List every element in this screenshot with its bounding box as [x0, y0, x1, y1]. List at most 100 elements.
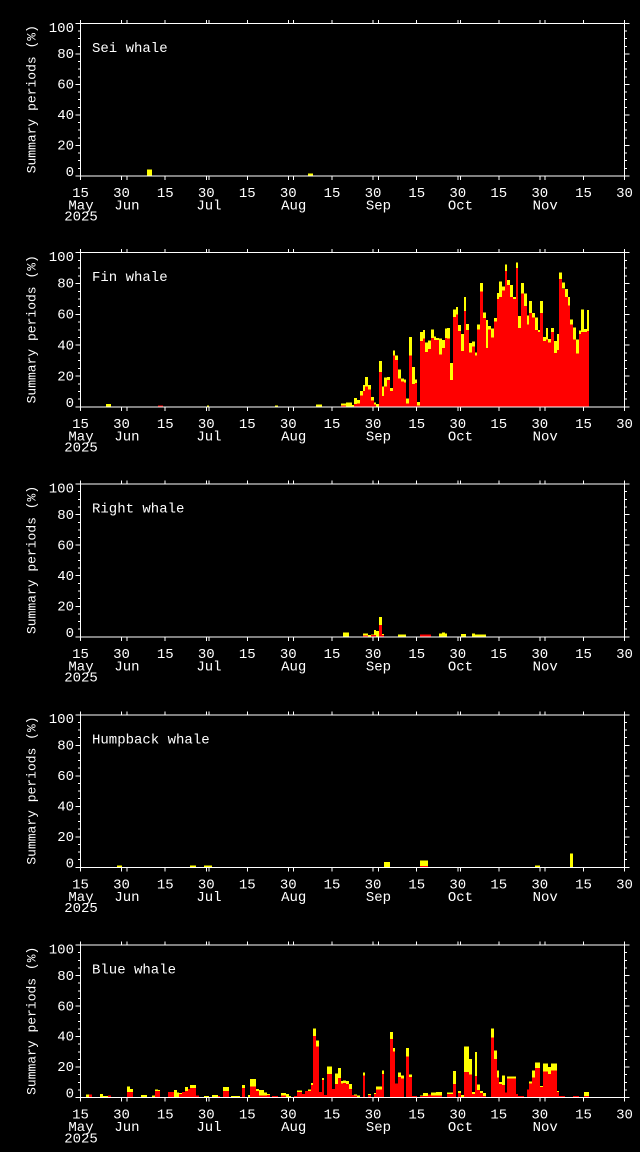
svg-text:0: 0	[66, 165, 74, 181]
svg-text:Nov: Nov	[533, 429, 558, 445]
svg-text:15: 15	[157, 417, 174, 433]
svg-text:Jul: Jul	[196, 659, 221, 675]
svg-text:Jun: Jun	[114, 429, 139, 445]
svg-text:Nov: Nov	[533, 1120, 558, 1136]
svg-text:Summary periods (%): Summary periods (%)	[25, 716, 40, 864]
svg-text:30: 30	[531, 647, 548, 663]
svg-text:30: 30	[113, 647, 130, 663]
svg-text:15: 15	[324, 186, 341, 202]
svg-text:30: 30	[616, 1108, 633, 1124]
svg-text:Oct: Oct	[448, 198, 473, 214]
svg-text:15: 15	[239, 186, 256, 202]
svg-text:30: 30	[280, 647, 297, 663]
svg-text:20: 20	[57, 369, 74, 385]
svg-text:30: 30	[280, 186, 297, 202]
svg-text:2025: 2025	[64, 210, 98, 226]
svg-text:Oct: Oct	[448, 429, 473, 445]
svg-text:15: 15	[490, 647, 507, 663]
svg-text:30: 30	[616, 647, 633, 663]
svg-text:Sep: Sep	[366, 659, 391, 675]
svg-text:30: 30	[280, 1108, 297, 1124]
svg-text:30: 30	[531, 417, 548, 433]
svg-text:20: 20	[57, 830, 74, 846]
svg-text:20: 20	[57, 1060, 74, 1076]
svg-text:80: 80	[57, 277, 74, 293]
svg-text:100: 100	[49, 943, 74, 959]
svg-text:80: 80	[57, 508, 74, 524]
svg-text:Jun: Jun	[114, 659, 139, 675]
svg-text:30: 30	[616, 417, 633, 433]
svg-text:Nov: Nov	[533, 198, 558, 214]
svg-text:Nov: Nov	[533, 890, 558, 906]
svg-text:40: 40	[57, 108, 74, 124]
svg-text:60: 60	[57, 308, 74, 324]
svg-text:0: 0	[66, 396, 74, 412]
svg-text:80: 80	[57, 47, 74, 63]
svg-text:0: 0	[66, 1087, 74, 1103]
svg-text:30: 30	[198, 1108, 215, 1124]
svg-text:0: 0	[66, 857, 74, 873]
svg-text:15: 15	[239, 1108, 256, 1124]
svg-text:2025: 2025	[64, 1131, 98, 1147]
svg-text:Oct: Oct	[448, 659, 473, 675]
svg-text:Fin whale: Fin whale	[92, 270, 168, 286]
svg-text:30: 30	[280, 417, 297, 433]
svg-text:30: 30	[531, 186, 548, 202]
svg-text:15: 15	[408, 186, 425, 202]
svg-text:Blue whale: Blue whale	[92, 963, 176, 979]
svg-text:30: 30	[365, 647, 382, 663]
svg-text:15: 15	[72, 186, 89, 202]
svg-text:15: 15	[239, 417, 256, 433]
svg-text:30: 30	[198, 647, 215, 663]
svg-text:100: 100	[49, 250, 74, 266]
svg-text:May: May	[68, 198, 93, 214]
svg-text:15: 15	[239, 647, 256, 663]
svg-text:15: 15	[72, 1108, 89, 1124]
svg-text:Right whale: Right whale	[92, 502, 184, 518]
svg-text:Aug: Aug	[281, 429, 306, 445]
svg-text:Jul: Jul	[196, 198, 221, 214]
svg-text:2025: 2025	[64, 441, 98, 457]
svg-text:15: 15	[490, 186, 507, 202]
svg-text:May: May	[68, 659, 93, 675]
svg-text:15: 15	[72, 647, 89, 663]
svg-text:15: 15	[490, 1108, 507, 1124]
svg-text:15: 15	[408, 878, 425, 894]
svg-text:30: 30	[198, 186, 215, 202]
svg-text:30: 30	[198, 417, 215, 433]
svg-text:80: 80	[57, 739, 74, 755]
svg-text:Jul: Jul	[196, 890, 221, 906]
svg-text:15: 15	[324, 1108, 341, 1124]
svg-text:Summary periods (%): Summary periods (%)	[25, 25, 40, 173]
svg-text:30: 30	[113, 1108, 130, 1124]
svg-text:40: 40	[57, 569, 74, 585]
svg-text:Sep: Sep	[366, 429, 391, 445]
svg-text:Aug: Aug	[281, 1120, 306, 1136]
svg-text:30: 30	[198, 878, 215, 894]
svg-text:Sep: Sep	[366, 890, 391, 906]
svg-text:15: 15	[575, 1108, 592, 1124]
svg-text:May: May	[68, 429, 93, 445]
svg-text:15: 15	[575, 417, 592, 433]
svg-text:Jun: Jun	[114, 890, 139, 906]
svg-text:Summary periods (%): Summary periods (%)	[25, 486, 40, 634]
svg-text:100: 100	[49, 712, 74, 728]
svg-text:Sep: Sep	[366, 1120, 391, 1136]
svg-text:15: 15	[575, 878, 592, 894]
svg-text:30: 30	[449, 186, 466, 202]
svg-text:30: 30	[365, 878, 382, 894]
svg-text:Aug: Aug	[281, 198, 306, 214]
svg-text:30: 30	[113, 417, 130, 433]
svg-text:15: 15	[408, 647, 425, 663]
svg-text:20: 20	[57, 599, 74, 615]
svg-text:60: 60	[57, 538, 74, 554]
svg-text:0: 0	[66, 626, 74, 642]
svg-text:80: 80	[57, 969, 74, 985]
svg-text:40: 40	[57, 338, 74, 354]
svg-text:30: 30	[280, 878, 297, 894]
svg-text:15: 15	[575, 186, 592, 202]
svg-text:15: 15	[72, 417, 89, 433]
svg-text:30: 30	[616, 186, 633, 202]
svg-text:15: 15	[324, 417, 341, 433]
svg-text:60: 60	[57, 78, 74, 94]
